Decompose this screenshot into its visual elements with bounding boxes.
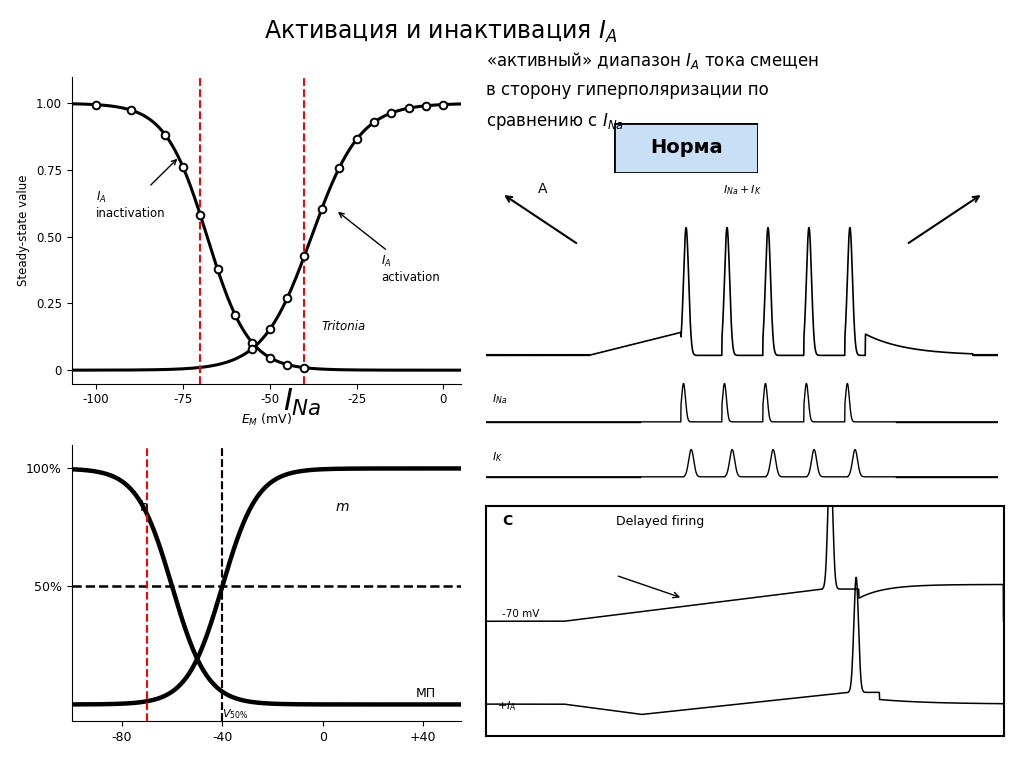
Text: $+ I_A$: $+ I_A$ xyxy=(497,699,516,713)
Text: $\mathit{I}_{Na}$: $\mathit{I}_{Na}$ xyxy=(283,387,322,418)
Text: Delayed firing: Delayed firing xyxy=(615,515,703,528)
Text: $I_K$: $I_K$ xyxy=(492,449,503,463)
Text: m: m xyxy=(335,500,349,514)
Text: A: A xyxy=(538,183,547,196)
Text: $V_{50\%}$: $V_{50\%}$ xyxy=(221,707,248,721)
Text: h: h xyxy=(139,500,148,514)
Text: $I_{Na}+I_K$: $I_{Na}+I_K$ xyxy=(723,183,762,197)
Text: сравнению с $\mathit{I}_{Na}$: сравнению с $\mathit{I}_{Na}$ xyxy=(486,111,625,132)
Text: МП: МП xyxy=(416,686,436,700)
Text: в сторону гиперполяризации по: в сторону гиперполяризации по xyxy=(486,81,769,98)
Text: C: C xyxy=(502,514,512,528)
Text: $I_A$
activation: $I_A$ activation xyxy=(339,212,439,284)
Text: Активация и инактивация $\mathit{I}_A$: Активация и инактивация $\mathit{I}_A$ xyxy=(263,19,617,45)
Text: Норма: Норма xyxy=(650,138,722,157)
Text: $I_A$
inactivation: $I_A$ inactivation xyxy=(96,160,176,220)
Y-axis label: Steady-state value: Steady-state value xyxy=(17,174,31,286)
Text: «активный» диапазон $\mathit{I}_A$ тока смещен: «активный» диапазон $\mathit{I}_A$ тока … xyxy=(486,50,819,71)
Text: $I_{Na}$: $I_{Na}$ xyxy=(492,393,507,407)
Text: -70 mV: -70 mV xyxy=(502,609,540,619)
X-axis label: $E_M$ (mV): $E_M$ (mV) xyxy=(241,412,292,428)
Text: Tritonia: Tritonia xyxy=(322,320,366,333)
